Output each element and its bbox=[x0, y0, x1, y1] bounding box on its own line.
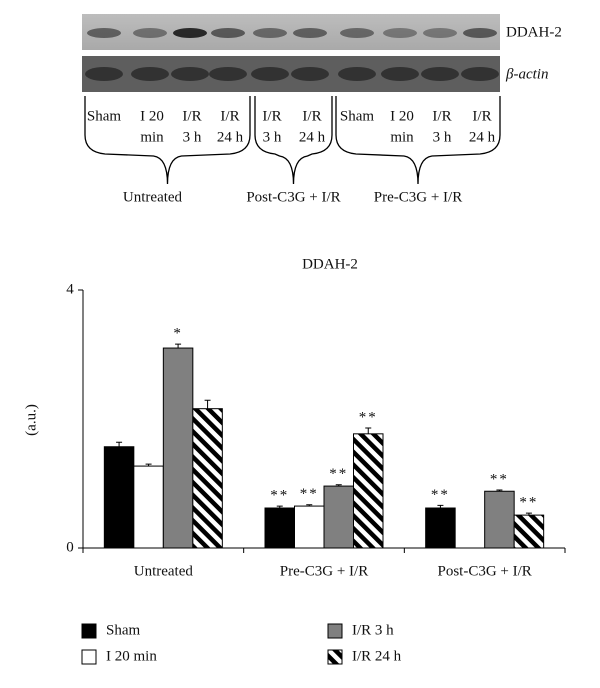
lane-label: I 20 bbox=[140, 108, 164, 124]
group-brace bbox=[84, 96, 251, 185]
significance-label: ** bbox=[359, 409, 378, 425]
error-bar bbox=[204, 399, 211, 409]
x-tick-label: Pre-C3G + I/R bbox=[280, 563, 368, 579]
lane-label: 3 h bbox=[263, 129, 282, 145]
legend-label: I 20 min bbox=[106, 648, 157, 664]
blot-band bbox=[211, 28, 245, 38]
bar bbox=[162, 347, 194, 549]
significance-label: ** bbox=[300, 486, 319, 502]
blot-band bbox=[133, 28, 167, 38]
blot-band bbox=[340, 28, 374, 38]
lane-label: min bbox=[140, 129, 164, 145]
group-brace bbox=[335, 96, 501, 185]
lane-label: 3 h bbox=[183, 129, 202, 145]
blot-band bbox=[423, 28, 457, 38]
chart-title: DDAH-2 bbox=[302, 256, 358, 272]
blot-band bbox=[87, 28, 121, 38]
error-bar bbox=[496, 489, 503, 492]
bar bbox=[484, 490, 515, 549]
lane-label: I/R bbox=[302, 108, 321, 124]
blot-band bbox=[381, 67, 419, 81]
lane-label: 3 h bbox=[433, 129, 452, 145]
significance-label: * bbox=[173, 326, 183, 342]
bar bbox=[264, 507, 295, 549]
legend-swatch bbox=[327, 649, 343, 665]
y-tick-label: 4 bbox=[66, 281, 74, 297]
bar bbox=[353, 433, 384, 549]
bar bbox=[513, 514, 545, 549]
lane-label: I/R bbox=[472, 108, 491, 124]
blot-bands bbox=[85, 28, 499, 81]
blot-row-label: β-actin bbox=[505, 66, 548, 82]
lane-label: I/R bbox=[220, 108, 239, 124]
blot-band bbox=[338, 67, 376, 81]
blot-band bbox=[209, 67, 247, 81]
y-tick-label: 0 bbox=[66, 539, 74, 555]
blot-band bbox=[291, 67, 329, 81]
legend-label: I/R 3 h bbox=[352, 622, 394, 638]
legend-swatch bbox=[81, 649, 97, 665]
lane-label: Sham bbox=[87, 108, 122, 124]
blot-row-label: DDAH-2 bbox=[506, 24, 562, 40]
blot-band bbox=[85, 67, 123, 81]
error-bar bbox=[276, 505, 283, 509]
blot-band bbox=[131, 67, 169, 81]
lane-label: 24 h bbox=[299, 129, 326, 145]
blot-band bbox=[253, 28, 287, 38]
blot-band bbox=[463, 28, 497, 38]
lane-label: 24 h bbox=[217, 129, 244, 145]
x-tick-label: Post-C3G + I/R bbox=[438, 563, 532, 579]
significance-label: ** bbox=[329, 466, 348, 482]
lane-label: I/R bbox=[262, 108, 281, 124]
blot-band bbox=[171, 67, 209, 81]
bar bbox=[425, 507, 456, 549]
blot-band bbox=[173, 28, 207, 38]
legend-label: I/R 24 h bbox=[352, 648, 402, 664]
lane-label: I 20 bbox=[390, 108, 414, 124]
significance-label: ** bbox=[270, 488, 289, 504]
error-bar bbox=[365, 427, 372, 434]
bar bbox=[103, 446, 135, 549]
bar bbox=[323, 485, 354, 549]
bar bbox=[133, 465, 164, 549]
error-bar bbox=[335, 484, 342, 487]
blot-strip bbox=[82, 14, 500, 50]
lane-label: min bbox=[390, 129, 414, 145]
y-axis-label: (a.u.) bbox=[23, 404, 39, 436]
legend-swatch bbox=[327, 623, 343, 639]
bar bbox=[294, 505, 325, 549]
legend-swatch bbox=[81, 623, 97, 639]
bar bbox=[192, 408, 223, 549]
error-bar bbox=[145, 463, 152, 467]
blot-band bbox=[421, 67, 459, 81]
legend-label: Sham bbox=[106, 622, 141, 638]
significance-label: ** bbox=[490, 471, 509, 487]
blot-band bbox=[293, 28, 327, 38]
error-bar bbox=[175, 343, 182, 349]
lane-label: I/R bbox=[182, 108, 201, 124]
lane-label: 24 h bbox=[469, 129, 496, 145]
blot-band bbox=[461, 67, 499, 81]
significance-label: ** bbox=[519, 495, 538, 511]
error-bar bbox=[116, 441, 123, 447]
error-bar bbox=[306, 504, 313, 507]
lane-label: I/R bbox=[432, 108, 451, 124]
significance-label: ** bbox=[431, 487, 450, 503]
group-label: Untreated bbox=[123, 189, 183, 205]
x-tick-label: Untreated bbox=[134, 563, 194, 579]
error-bar bbox=[437, 504, 444, 509]
group-label: Pre-C3G + I/R bbox=[374, 189, 462, 205]
lane-label: Sham bbox=[340, 108, 375, 124]
group-label: Post-C3G + I/R bbox=[246, 189, 340, 205]
error-bar bbox=[525, 512, 532, 516]
blot-band bbox=[383, 28, 417, 38]
blot-band bbox=[251, 67, 289, 81]
group-brace bbox=[254, 96, 333, 185]
